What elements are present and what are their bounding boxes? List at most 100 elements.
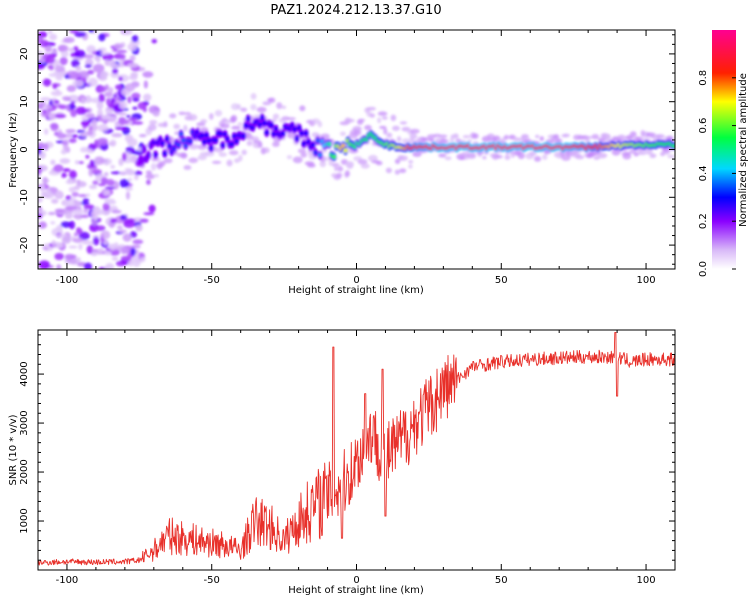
colorbar-ticks: 0.0 0.2 0.4 0.6 0.8	[698, 70, 736, 277]
heatmap-cell	[71, 191, 79, 197]
y-tick-label: 20	[19, 48, 30, 61]
heatmap-cell	[84, 64, 92, 68]
heatmap-cell	[132, 150, 145, 156]
heatmap-cell	[327, 141, 332, 147]
heatmap-cell	[299, 131, 304, 136]
heatmap-cell	[208, 145, 214, 151]
heatmap-cell	[383, 128, 388, 135]
colorbar-label: Normalized spectral amplitude	[738, 73, 749, 227]
heatmap-cell	[89, 159, 95, 168]
heatmap-cell	[101, 114, 111, 120]
heatmap-cell	[53, 164, 64, 173]
heatmap-cell	[86, 245, 93, 254]
heatmap-cell	[225, 136, 230, 142]
x-tick-label: -50	[204, 575, 220, 586]
heatmap-cell	[84, 95, 92, 104]
snr-y-axis-label: SNR (10 * v/v)	[8, 414, 19, 485]
x-tick-label: 50	[495, 275, 508, 286]
heatmap-cell	[43, 143, 49, 151]
heatmap-cell	[208, 112, 214, 120]
heatmap-cell	[69, 197, 77, 202]
heatmap-cell	[229, 116, 237, 124]
heatmap-cell	[301, 141, 307, 147]
heatmap-cell	[169, 113, 177, 119]
heatmap-cell	[125, 187, 133, 191]
heatmap-cell	[262, 147, 270, 154]
heatmap-cell	[300, 152, 308, 158]
heatmap-cell	[539, 136, 545, 142]
heatmap-cell	[118, 229, 127, 234]
heatmap-cell	[104, 59, 110, 67]
heatmap-cell	[78, 231, 90, 241]
heatmap-cell	[111, 68, 119, 74]
heatmap-cell	[399, 168, 407, 174]
heatmap-cell	[64, 200, 75, 207]
heatmap-cell	[504, 154, 511, 160]
heatmap-cell	[59, 56, 68, 66]
heatmap-cell	[168, 136, 174, 143]
heatmap-cell	[139, 218, 149, 223]
heatmap-cell	[38, 58, 46, 64]
heatmap-cell	[271, 131, 276, 137]
heatmap-cell	[96, 101, 104, 110]
heatmap-cell	[70, 254, 77, 259]
heatmap-cell	[167, 143, 172, 149]
y-tick-label: -10	[19, 189, 30, 205]
heatmap-cell	[64, 211, 73, 220]
heatmap-cell	[238, 154, 243, 162]
heatmap-cell	[58, 44, 69, 53]
heatmap-cell	[95, 50, 104, 57]
heatmap-cell	[75, 65, 82, 71]
heatmap-cell	[146, 179, 151, 185]
heatmap-cell	[650, 153, 657, 158]
heatmap-cell	[125, 169, 136, 176]
heatmap-x-axis-label: Height of straight line (km)	[288, 285, 424, 296]
heatmap-cell	[76, 257, 81, 263]
heatmap-cell	[368, 154, 378, 162]
heatmap-cell	[104, 171, 109, 177]
heatmap-cell	[128, 259, 134, 267]
heatmap-cell	[124, 83, 136, 92]
heatmap-cell	[656, 134, 665, 139]
heatmap-cell	[286, 117, 296, 121]
heatmap-cell	[481, 138, 491, 142]
heatmap-cell	[44, 128, 49, 135]
heatmap-cell	[153, 173, 160, 178]
heatmap-cell	[521, 134, 529, 140]
heatmap-cell	[444, 156, 452, 161]
heatmap-cell	[83, 204, 95, 210]
heatmap-cell	[61, 172, 67, 178]
heatmap-cell	[583, 135, 593, 139]
heatmap-cell	[187, 114, 198, 121]
heatmap-cell	[257, 122, 262, 127]
heatmap-cell	[92, 63, 105, 73]
heatmap-cell	[106, 97, 111, 106]
heatmap-cell	[60, 221, 72, 228]
heatmap-cell	[178, 111, 186, 116]
heatmap-cell	[71, 59, 80, 68]
heatmap-cell	[629, 149, 637, 154]
x-tick-label: 0	[353, 575, 359, 586]
heatmap-cell	[40, 97, 51, 102]
heatmap-cell	[181, 138, 186, 143]
heatmap-cell	[87, 69, 95, 75]
heatmap-cell	[667, 154, 675, 159]
heatmap-y-ticks: -20 -10 0 10 20	[19, 34, 675, 265]
heatmap-cell	[104, 250, 112, 256]
heatmap-cell	[385, 167, 392, 174]
heatmap-cell	[375, 160, 383, 166]
heatmap-cell	[197, 154, 207, 161]
heatmap-cell	[313, 150, 318, 155]
heatmap-cell	[91, 248, 99, 253]
heatmap-cell	[54, 65, 65, 72]
heatmap-cell	[110, 164, 116, 169]
heatmap-cell	[409, 128, 420, 134]
heatmap-cell	[128, 117, 138, 121]
y-tick-label: 4000	[19, 361, 30, 386]
colorbar: 0.0 0.2 0.4 0.6 0.8 Normalized spectral ampl…	[698, 30, 749, 277]
heatmap-cell	[213, 138, 218, 143]
heatmap-cell	[48, 112, 58, 121]
heatmap-cell	[111, 209, 122, 214]
heatmap-cell	[113, 43, 124, 50]
heatmap-cell	[171, 146, 177, 151]
